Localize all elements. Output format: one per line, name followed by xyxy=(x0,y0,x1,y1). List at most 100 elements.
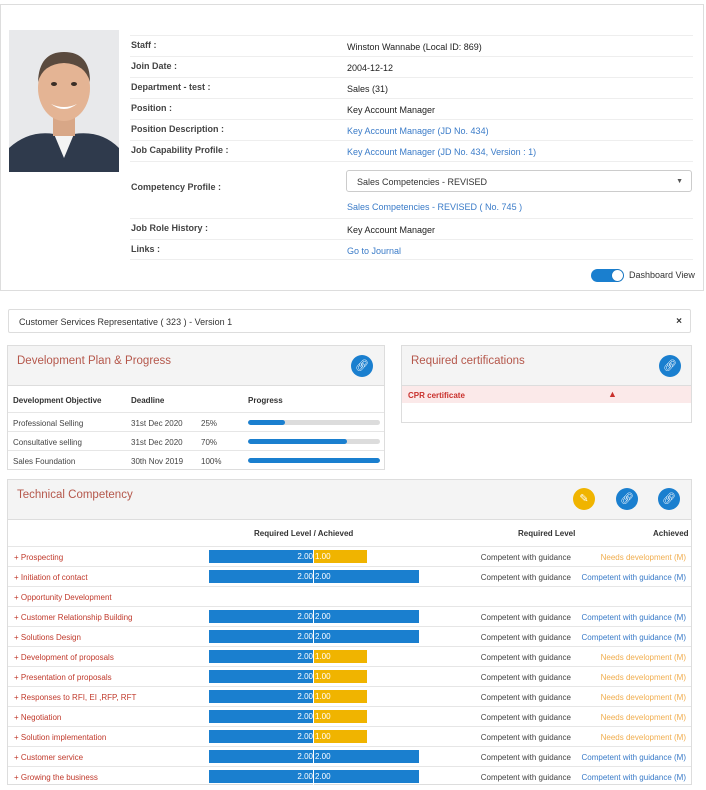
bar-divider xyxy=(313,747,314,767)
competency-row: + Opportunity Development xyxy=(8,586,691,606)
competency-expand-link[interactable]: + Solution implementation xyxy=(14,733,107,742)
competency-row: + Solutions Design 2.00 2.00 Competent with… xyxy=(8,626,691,647)
competency-row: + Responses to RFI, EI ,RFP, RFT 2.00 1.00… xyxy=(8,686,691,707)
warning-icon: ▲ xyxy=(608,389,617,399)
competency-expand-link[interactable]: + Negotiation xyxy=(14,713,62,722)
bar-divider xyxy=(313,687,314,707)
required-level-text: Competent with guidance xyxy=(480,773,571,782)
development-plan-panel: Development Plan & Progress 🔗︎ Developme… xyxy=(7,345,385,470)
info-row-join-date: Join Date : 2004-12-12 xyxy=(130,56,693,77)
close-icon[interactable]: × xyxy=(676,316,682,327)
link-icon[interactable]: 🔗︎ xyxy=(658,488,680,510)
achieved-level-bar: 2.00 xyxy=(314,630,419,643)
achieved-level-text: Competent with guidance (M) xyxy=(581,753,687,762)
achieved-column-header: Achieved xyxy=(653,529,689,538)
staff-label: Staff : xyxy=(131,40,157,50)
competency-row: + Prospecting 2.00 1.00 Competent with guid… xyxy=(8,546,691,567)
progress-bar-fill xyxy=(248,420,285,425)
competency-expand-link[interactable]: + Prospecting xyxy=(14,553,64,562)
bar-divider xyxy=(313,647,314,667)
objective-name: Consultative selling xyxy=(13,438,82,447)
bar-divider xyxy=(313,627,314,647)
info-row-staff: Staff : Winston Wannabe (Local ID: 869) xyxy=(130,35,693,56)
competency-expand-link[interactable]: + Development of proposals xyxy=(14,653,114,662)
job-role-history-value: Key Account Manager xyxy=(347,225,436,235)
achieved-level-text: Competent with guidance (M) xyxy=(581,573,687,582)
competency-row: + Development of proposals 2.00 1.00 Compet… xyxy=(8,646,691,667)
progress-bar xyxy=(248,439,380,444)
achieved-level-bar: 1.00 xyxy=(314,690,367,703)
profile-card: Staff : Winston Wannabe (Local ID: 869) … xyxy=(0,4,704,291)
required-level-bar: 2.00 xyxy=(209,770,314,783)
role-version-bar: Customer Services Representative ( 323 )… xyxy=(8,309,691,333)
objective-percent: 25% xyxy=(201,419,218,428)
achieved-level-bar: 1.00 xyxy=(314,650,367,663)
required-level-text: Competent with guidance xyxy=(480,633,571,642)
link-icon[interactable]: 🔗︎ xyxy=(616,488,638,510)
required-level-text: Competent with guidance xyxy=(480,673,571,682)
achieved-level-bar: 1.00 xyxy=(314,550,367,563)
objective-deadline: 30th Nov 2019 xyxy=(131,457,184,466)
competency-row: + Customer Relationship Building 2.00 2.00… xyxy=(8,606,691,627)
competency-expand-link[interactable]: + Initiation of contact xyxy=(14,573,88,582)
objective-deadline: 31st Dec 2020 xyxy=(131,438,183,447)
development-objective-row: Sales Foundation 30th Nov 2019 100% xyxy=(8,450,384,469)
position-value: Key Account Manager xyxy=(347,105,436,115)
competency-select-value: Sales Competencies - REVISED xyxy=(357,177,488,187)
competency-expand-link[interactable]: + Opportunity Development xyxy=(14,593,112,602)
join-date-label: Join Date : xyxy=(131,61,178,71)
required-level-text: Competent with guidance xyxy=(480,713,571,722)
job-capability-link[interactable]: Key Account Manager (JD No. 434, Version… xyxy=(347,147,537,157)
objective-name: Professional Selling xyxy=(13,419,84,428)
required-level-bar: 2.00 xyxy=(209,570,314,583)
required-level-bar: 2.00 xyxy=(209,750,314,763)
competency-profile-select[interactable]: Sales Competencies - REVISED ▼ xyxy=(346,170,692,192)
join-date-value: 2004-12-12 xyxy=(347,63,394,73)
bar-divider xyxy=(313,767,314,787)
objective-deadline: 31st Dec 2020 xyxy=(131,419,183,428)
department-value: Sales (31) xyxy=(347,84,389,94)
competency-expand-link[interactable]: + Solutions Design xyxy=(14,633,81,642)
competency-expand-link[interactable]: + Customer Relationship Building xyxy=(14,613,133,622)
competency-expand-link[interactable]: + Responses to RFI, EI ,RFP, RFT xyxy=(14,693,137,702)
competency-row: + Initiation of contact 2.00 2.00 Competent… xyxy=(8,566,691,587)
dashboard-view-label: Dashboard View xyxy=(629,270,695,280)
info-row-competency-profile: Competency Profile : Sales Competencies … xyxy=(130,161,693,218)
job-role-history-label: Job Role History : xyxy=(131,223,209,233)
competency-profile-link[interactable]: Sales Competencies - REVISED ( No. 745 ) xyxy=(347,202,523,212)
competency-row: + Growing the business 2.00 2.00 Competent … xyxy=(8,766,691,787)
toggle-knob xyxy=(612,270,623,281)
go-to-journal-link[interactable]: Go to Journal xyxy=(347,246,402,256)
position-description-label: Position Description : xyxy=(131,124,225,134)
achieved-level-bar: 2.00 xyxy=(314,770,419,783)
achieved-level-bar: 2.00 xyxy=(314,750,419,763)
achieved-level-text: Needs development (M) xyxy=(600,733,686,742)
position-description-link[interactable]: Key Account Manager (JD No. 434) xyxy=(347,126,489,136)
achieved-level-text: Needs development (M) xyxy=(600,713,686,722)
competency-row: + Presentation of proposals 2.00 1.00 Compe… xyxy=(8,666,691,687)
required-level-bar: 2.00 xyxy=(209,630,314,643)
objective-percent: 100% xyxy=(201,457,222,466)
competency-expand-link[interactable]: + Presentation of proposals xyxy=(14,673,112,682)
achieved-level-text: Needs development (M) xyxy=(600,553,686,562)
progress-bar-fill xyxy=(248,439,347,444)
bar-divider xyxy=(313,667,314,687)
link-icon[interactable]: 🔗︎ xyxy=(659,355,681,377)
dashboard-view-toggle[interactable] xyxy=(591,269,624,282)
required-level-bar: 2.00 xyxy=(209,610,314,623)
edit-icon[interactable]: ✎ xyxy=(573,488,595,510)
bar-divider xyxy=(313,707,314,727)
link-icon[interactable]: 🔗︎ xyxy=(351,355,373,377)
competency-expand-link[interactable]: + Growing the business xyxy=(14,773,98,782)
technical-competency-panel: Technical Competency ✎ 🔗︎ 🔗︎ Required Le… xyxy=(7,479,692,787)
staff-photo xyxy=(9,30,119,172)
bar-divider xyxy=(313,607,314,627)
certification-row: CPR certificate ▲ xyxy=(402,386,691,403)
required-level-text: Competent with guidance xyxy=(480,753,571,762)
job-capability-label: Job Capability Profile : xyxy=(131,145,229,155)
certifications-title: Required certifications xyxy=(411,355,525,367)
required-level-bar: 2.00 xyxy=(209,730,314,743)
info-row-job-role-history: Job Role History : Key Account Manager xyxy=(130,218,693,239)
competency-expand-link[interactable]: + Customer service xyxy=(14,753,84,762)
required-level-text: Competent with guidance xyxy=(480,693,571,702)
